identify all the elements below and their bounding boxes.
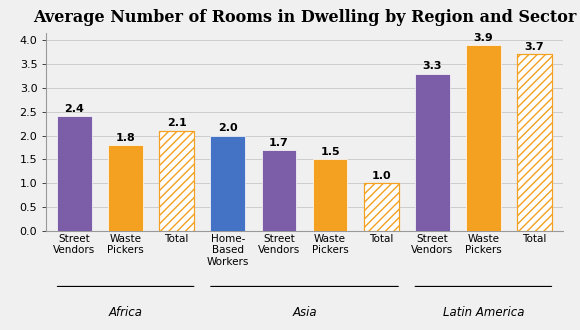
Text: 2.0: 2.0 [218, 123, 238, 133]
Bar [160, 131, 194, 231]
Bar [108, 145, 143, 231]
Text: 1.0: 1.0 [371, 171, 391, 181]
Bar [313, 159, 347, 231]
Bar [262, 150, 296, 231]
Text: 3.7: 3.7 [525, 42, 544, 52]
Text: 1.8: 1.8 [116, 133, 136, 143]
Text: Africa: Africa [108, 306, 143, 319]
Bar [57, 116, 92, 231]
Bar [415, 74, 450, 231]
Bar [517, 54, 552, 231]
Text: 2.1: 2.1 [167, 118, 187, 128]
Bar [211, 136, 245, 231]
Bar [160, 131, 194, 231]
Title: Average Number of Rooms in Dwelling by Region and Sector: Average Number of Rooms in Dwelling by R… [33, 9, 576, 26]
Text: Asia: Asia [292, 306, 317, 319]
Text: 1.7: 1.7 [269, 138, 289, 148]
Bar [517, 54, 552, 231]
Text: 1.5: 1.5 [320, 147, 340, 157]
Text: 2.4: 2.4 [64, 104, 85, 114]
Bar [364, 183, 398, 231]
Text: 3.9: 3.9 [473, 33, 493, 43]
Bar [364, 183, 398, 231]
Text: Latin America: Latin America [443, 306, 524, 319]
Bar [466, 45, 501, 231]
Text: 3.3: 3.3 [422, 61, 442, 71]
